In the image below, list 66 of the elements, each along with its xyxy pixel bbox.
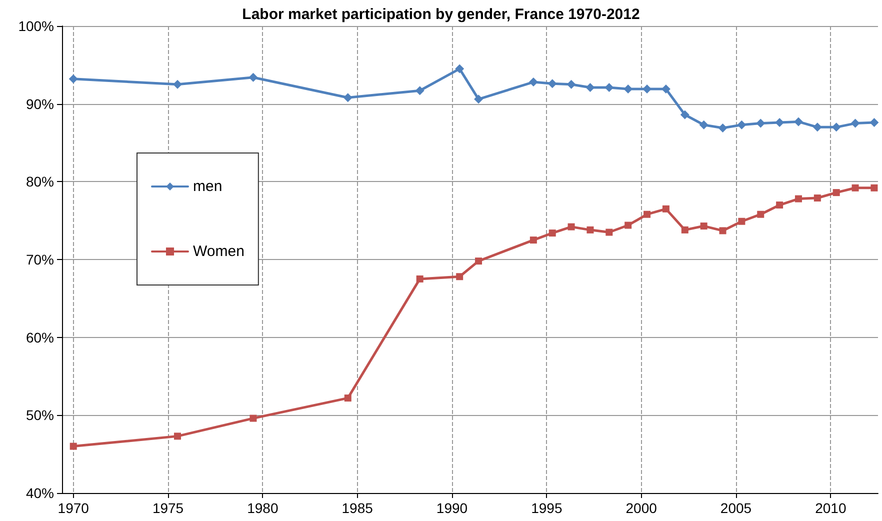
point xyxy=(174,432,181,440)
point xyxy=(624,222,632,229)
point xyxy=(812,122,822,132)
point xyxy=(416,275,424,282)
point xyxy=(681,226,688,234)
point xyxy=(250,414,257,422)
y-tick-label: 50% xyxy=(26,407,54,424)
x-tick-label: 2000 xyxy=(626,500,658,516)
x-tick-label: 1970 xyxy=(58,500,90,516)
point xyxy=(455,64,464,74)
legend-label: men xyxy=(193,178,222,195)
x-tick-label: 1985 xyxy=(342,500,374,516)
point xyxy=(248,72,258,82)
point xyxy=(718,123,728,132)
y-tick-label: 70% xyxy=(26,252,54,268)
point xyxy=(737,120,746,130)
point xyxy=(586,226,594,234)
point xyxy=(474,94,484,104)
point xyxy=(757,210,764,218)
point xyxy=(794,117,803,126)
point xyxy=(852,184,859,192)
point xyxy=(586,82,595,92)
point xyxy=(568,223,575,230)
point xyxy=(548,79,557,88)
x-tick-label: 1995 xyxy=(531,500,562,516)
point xyxy=(530,236,537,244)
point xyxy=(606,228,613,236)
point xyxy=(528,78,538,87)
point xyxy=(700,222,708,230)
point xyxy=(699,120,708,130)
x-tick-label: 2010 xyxy=(815,500,846,516)
point xyxy=(662,205,670,212)
point xyxy=(832,122,841,132)
point xyxy=(870,184,878,192)
point xyxy=(719,227,726,234)
point xyxy=(415,86,424,96)
point xyxy=(756,118,766,128)
point xyxy=(548,230,556,237)
y-tick-label: 60% xyxy=(26,329,54,346)
x-tick-label: 1975 xyxy=(152,500,184,516)
point xyxy=(680,110,690,120)
point xyxy=(738,218,746,225)
point xyxy=(456,273,464,280)
y-tick-label: 40% xyxy=(26,485,54,501)
point xyxy=(344,394,352,402)
point xyxy=(832,189,840,196)
point xyxy=(850,118,860,128)
point xyxy=(70,442,77,450)
chart-title: Labor market participation by gender, France 1970-2012 xyxy=(242,6,640,23)
point xyxy=(814,194,821,202)
y-tick-label: 100% xyxy=(18,18,54,34)
point xyxy=(604,82,614,92)
legend-label: Women xyxy=(193,243,244,260)
point xyxy=(475,258,482,265)
point xyxy=(776,202,784,209)
x-tick-label: 2005 xyxy=(720,500,752,516)
point xyxy=(172,80,182,89)
point xyxy=(68,74,78,84)
x-tick-label: 1980 xyxy=(247,500,278,516)
point xyxy=(794,195,802,202)
point xyxy=(644,210,651,218)
y-tick-label: 80% xyxy=(26,174,54,190)
point xyxy=(870,118,879,128)
point xyxy=(343,93,352,102)
x-tick-label: 1990 xyxy=(436,500,468,516)
y-tick-label: 90% xyxy=(26,96,54,112)
